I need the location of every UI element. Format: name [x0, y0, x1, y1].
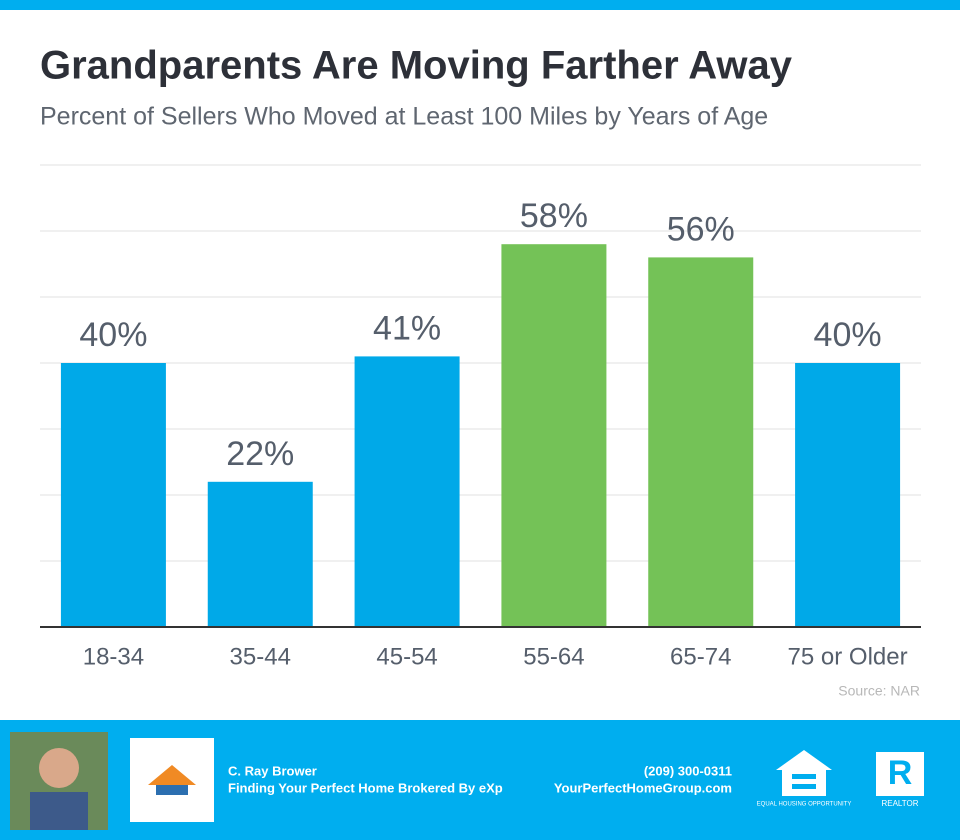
realtor-text: REALTOR [881, 799, 918, 808]
value-label: 40% [814, 316, 882, 354]
x-tick-label: 35-44 [230, 643, 291, 670]
equal-housing-text: EQUAL HOUSING OPPORTUNITY [757, 802, 852, 808]
bar [60, 363, 166, 627]
bar [207, 481, 313, 627]
equal-housing-stripe [792, 784, 816, 789]
realtor-icon [876, 752, 924, 796]
photo-shirt [30, 792, 88, 830]
bar [501, 244, 607, 627]
bar [354, 356, 460, 627]
agent-tagline: Finding Your Perfect Home Brokered By eX… [228, 780, 503, 795]
x-tick-label: 45-54 [376, 643, 437, 670]
x-tick-label: 65-74 [670, 643, 731, 670]
equal-housing-icon [776, 750, 832, 796]
plot: 18-34 40% 35-44 22% 45-54 41% 55-64 58% 65-74 56%… [40, 164, 921, 670]
top-bar [0, 0, 960, 10]
x-tick-label: 55-64 [523, 643, 584, 670]
chart-subtitle: Percent of Sellers Who Moved at Least 10… [40, 103, 768, 131]
agent-name: C. Ray Brower [228, 763, 317, 778]
website: YourPerfectHomeGroup.com [554, 780, 732, 795]
value-label: 41% [373, 309, 441, 347]
value-label: 58% [520, 197, 588, 235]
value-label: 22% [226, 435, 294, 473]
phone: (209) 300-0311 [644, 763, 732, 778]
x-tick-label: 75 or Older [788, 643, 908, 670]
logo-roof [148, 765, 196, 785]
chart-title: Grandparents Are Moving Farther Away [40, 44, 793, 88]
source: Source: NAR [838, 683, 920, 699]
photo-face [39, 748, 79, 788]
value-label: 40% [79, 316, 147, 354]
bar [648, 257, 754, 627]
equal-housing-stripe [792, 774, 816, 779]
realtor-r: R [888, 754, 913, 792]
logo-house [156, 785, 188, 795]
x-tick-label: 18-34 [83, 643, 144, 670]
value-label: 56% [667, 210, 735, 248]
bar [795, 363, 901, 627]
